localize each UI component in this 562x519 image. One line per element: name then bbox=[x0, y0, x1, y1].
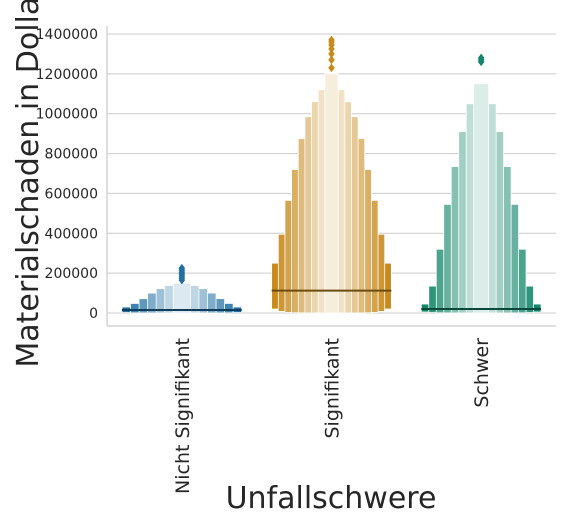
boxen-group bbox=[271, 35, 392, 314]
outlier-point bbox=[178, 263, 186, 273]
outlier-point bbox=[328, 49, 335, 59]
x-tick-label: Signifikant bbox=[322, 338, 344, 439]
y-tick-label: 1000000 bbox=[36, 107, 98, 123]
y-axis-title: Materialschaden in Dollar bbox=[11, 0, 46, 368]
axis-layer bbox=[106, 26, 556, 327]
x-tick-labels: Nicht Signifikant Signifikant Schwer bbox=[172, 338, 493, 494]
boxen-box bbox=[172, 282, 191, 314]
x-tick-label: Schwer bbox=[471, 338, 493, 408]
y-tick-label: 400000 bbox=[45, 226, 98, 242]
y-tick-label: 1400000 bbox=[36, 27, 98, 43]
y-tick-label: 800000 bbox=[45, 147, 98, 163]
box-layer bbox=[121, 35, 542, 314]
boxen-group bbox=[121, 263, 243, 314]
y-tick-label: 600000 bbox=[45, 186, 98, 202]
outlier-point bbox=[328, 63, 335, 73]
outlier-point bbox=[328, 35, 335, 45]
y-tick-label: 0 bbox=[89, 306, 98, 322]
y-tick-labels: 0 200000 400000 600000 800000 1000000 1200000 1… bbox=[36, 27, 98, 322]
boxen-box bbox=[473, 83, 490, 314]
x-axis-title: Unfallschwere bbox=[226, 481, 437, 516]
y-tick-label: 1200000 bbox=[36, 67, 98, 83]
boxen-box bbox=[324, 73, 339, 314]
y-tick-label: 200000 bbox=[45, 266, 98, 282]
outlier-point bbox=[477, 53, 485, 63]
boxen-group bbox=[420, 53, 542, 314]
outlier-point bbox=[328, 55, 335, 65]
x-tick-label: Nicht Signifikant bbox=[172, 338, 194, 494]
